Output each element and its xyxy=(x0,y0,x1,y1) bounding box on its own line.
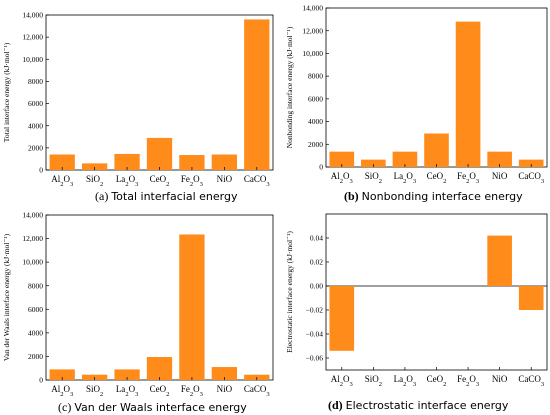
x-tick-label: La2O3 xyxy=(394,374,417,388)
x-tick-label: La2O3 xyxy=(394,171,417,185)
x-tick-label: Fe2O3 xyxy=(181,384,203,398)
y-tick-label: 10,000 xyxy=(302,49,323,58)
x-tick-label: La2O3 xyxy=(116,384,139,398)
x-tick-label: CaCO3 xyxy=(244,384,270,398)
bar-NiO xyxy=(211,367,238,380)
y-tick-label: 0 xyxy=(39,166,43,175)
y-tick-label: 4000 xyxy=(28,121,43,130)
x-tick-label: NiO xyxy=(492,171,508,181)
bar-CeO2 xyxy=(146,137,173,170)
chart-panel-a: Al2O3 SiO2 La2O3 CeO2 Fe2O3 NiO CaCO3 0 2000 4000… xyxy=(2,11,274,188)
bar-Fe2O3 xyxy=(179,234,205,380)
y-tick-label: 10,000 xyxy=(22,258,43,267)
plot-frame xyxy=(325,213,548,371)
bar-La2O3 xyxy=(114,153,140,170)
bar-SiO2 xyxy=(361,159,386,167)
y-tick-label: 8000 xyxy=(28,77,43,86)
y-tick-label: 0.02 xyxy=(310,258,323,267)
bar-Al2O3 xyxy=(49,154,75,170)
x-tick-label: SiO2 xyxy=(365,171,382,185)
x-tick-label: SiO2 xyxy=(86,174,103,188)
x-tick-label: CeO2 xyxy=(150,174,170,188)
bar-NiO xyxy=(487,151,512,167)
bar-NiO xyxy=(487,235,512,286)
x-tick-label: CeO2 xyxy=(427,171,447,185)
y-tick-label: 12,000 xyxy=(22,33,43,42)
bar-NiO xyxy=(211,154,238,170)
x-tick-label: Al2O3 xyxy=(51,174,73,188)
y-tick-label: 0.04 xyxy=(310,234,323,243)
y-axis-label: Electrostatic interface energy (kJ·mol⁻¹… xyxy=(285,231,294,353)
x-tick-label: CeO2 xyxy=(427,374,447,388)
y-axis-label: Nonbonding interface energy (kJ·mol⁻¹) xyxy=(285,26,294,148)
bar-Al2O3 xyxy=(329,286,355,351)
y-tick-label: 6000 xyxy=(28,305,43,314)
y-tick-label: −0.04 xyxy=(306,330,324,339)
x-tick-label: Fe2O3 xyxy=(457,374,479,388)
y-tick-label: 0 xyxy=(319,163,323,172)
x-tick-label: Al2O3 xyxy=(51,384,73,398)
bar-La2O3 xyxy=(114,369,140,380)
y-tick-label: 4000 xyxy=(28,328,43,337)
x-tick-label: SiO2 xyxy=(365,374,382,388)
y-axis-label: Total interface energy (kJ·mol⁻¹) xyxy=(2,42,11,142)
chart-panel-c: Al2O3 SiO2 La2O3 CeO2 Fe2O3 NiO CaCO3 0 2000 4000… xyxy=(2,211,274,398)
y-tick-label: 6000 xyxy=(28,99,43,108)
y-tick-label: 0 xyxy=(39,376,43,385)
bar-SiO2 xyxy=(81,163,108,170)
y-tick-label: 12,000 xyxy=(22,234,43,243)
x-tick-label: NiO xyxy=(217,384,233,394)
y-tick-label: 14,000 xyxy=(302,4,323,13)
y-tick-label: −0.02 xyxy=(306,306,324,315)
bar-CeO2 xyxy=(424,133,449,167)
caption-d: (d) Electrostatic interface energy xyxy=(328,398,509,412)
x-tick-label: SiO2 xyxy=(86,384,103,398)
bar-CaCO3 xyxy=(244,19,270,170)
x-tick-label: Al2O3 xyxy=(331,171,353,185)
bar-La2O3 xyxy=(392,151,418,167)
y-tick-label: 10,000 xyxy=(22,55,43,64)
y-tick-label: 8000 xyxy=(28,281,43,290)
bar-Al2O3 xyxy=(49,369,75,380)
y-tick-label: 12,000 xyxy=(302,26,323,35)
y-tick-label: 14,000 xyxy=(22,211,43,220)
bar-CaCO3 xyxy=(518,286,544,310)
x-tick-label: CaCO3 xyxy=(518,171,544,185)
x-tick-label: NiO xyxy=(492,374,508,384)
y-tick-label: 8000 xyxy=(308,72,323,81)
bar-CaCO3 xyxy=(518,159,544,167)
plot-frame xyxy=(45,214,274,381)
x-tick-label: Al2O3 xyxy=(331,374,353,388)
x-tick-label: La2O3 xyxy=(116,174,139,188)
bar-Fe2O3 xyxy=(455,21,481,167)
caption-c: (c) Van der Waals interface energy xyxy=(58,400,247,414)
x-tick-label: CeO2 xyxy=(150,384,170,398)
y-tick-label: −0.06 xyxy=(306,354,324,363)
y-axis-label: Van der Waals interface energy (kJ·mol⁻¹… xyxy=(2,233,11,361)
caption-b: (b) Nonbonding interface energy xyxy=(344,189,523,203)
y-tick-label: 4000 xyxy=(308,117,323,126)
bar-Fe2O3 xyxy=(179,155,205,170)
x-tick-label: Fe2O3 xyxy=(181,174,203,188)
y-tick-label: 6000 xyxy=(308,94,323,103)
y-tick-label: 2000 xyxy=(28,143,43,152)
chart-panel-d: Al2O3 SiO2 La2O3 CeO2 Fe2O3 NiO CaCO3 −0.06 −0.0… xyxy=(285,213,548,388)
bar-CeO2 xyxy=(146,357,173,380)
x-tick-label: CaCO3 xyxy=(244,174,270,188)
y-tick-label: 2000 xyxy=(28,352,43,361)
chart-panel-b: Al2O3 SiO2 La2O3 CeO2 Fe2O3 NiO CaCO3 0 2000 4000… xyxy=(285,4,548,185)
x-tick-label: Fe2O3 xyxy=(457,171,479,185)
bar-Al2O3 xyxy=(329,151,355,167)
caption-a: (a) Total interfacial energy xyxy=(95,189,238,203)
x-tick-label: CaCO3 xyxy=(518,374,544,388)
y-tick-label: 0.00 xyxy=(310,282,323,291)
y-tick-label: 2000 xyxy=(308,140,323,149)
x-tick-label: NiO xyxy=(217,174,233,184)
y-tick-label: 14,000 xyxy=(22,11,43,20)
